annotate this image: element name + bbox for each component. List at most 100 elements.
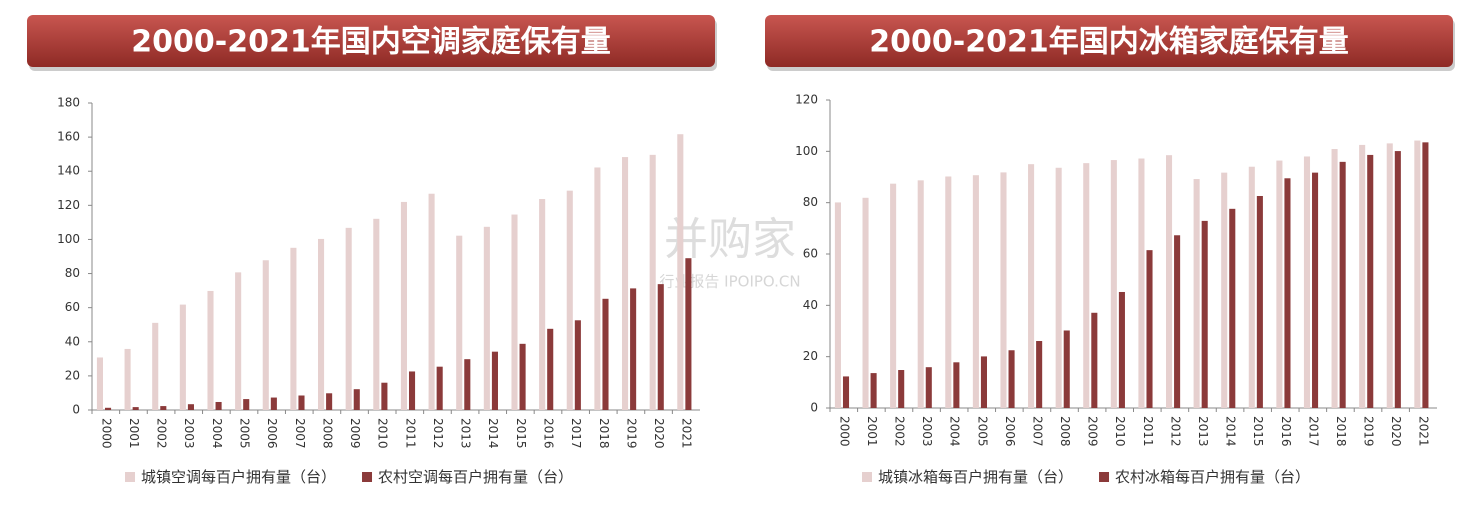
x-tick-label: 2019: [1362, 416, 1376, 447]
x-tick-label: 2021: [1417, 416, 1431, 447]
bar: [1256, 195, 1263, 408]
x-tick-label: 2014: [1224, 416, 1238, 447]
bar: [1221, 172, 1228, 408]
x-tick-label: 2002: [155, 418, 169, 449]
bar: [1083, 163, 1090, 408]
bar: [1339, 161, 1346, 408]
bar: [353, 389, 360, 410]
y-tick-label: 100: [795, 144, 818, 158]
x-tick-label: 2013: [1196, 416, 1210, 447]
bar: [290, 247, 297, 410]
x-tick-label: 2001: [865, 416, 879, 447]
bar: [215, 401, 222, 410]
bar: [298, 395, 305, 410]
x-tick-label: 2016: [542, 418, 556, 449]
bar: [1229, 208, 1236, 408]
bar: [1146, 250, 1153, 408]
x-tick-label: 2018: [1334, 416, 1348, 447]
x-tick-label: 2018: [597, 418, 611, 449]
chart-title: 2000-2021年国内冰箱家庭保有量: [869, 25, 1348, 60]
x-tick-label: 2007: [1030, 416, 1044, 447]
y-tick-label: 120: [57, 198, 80, 212]
legend-label: 城镇空调每百户拥有量（台）: [141, 468, 336, 486]
bar: [1118, 291, 1125, 408]
bar: [649, 154, 656, 410]
x-tick-label: 2000: [837, 416, 851, 447]
bar: [1000, 172, 1007, 408]
y-tick-label: 20: [65, 368, 80, 382]
bar: [980, 356, 987, 408]
bar: [917, 180, 924, 408]
legend-label: 农村冰箱每百户拥有量（台）: [1115, 468, 1310, 486]
x-tick-label: 2017: [569, 418, 583, 449]
x-tick-label: 2015: [1251, 416, 1265, 447]
bar: [243, 399, 250, 410]
legend-swatch: [362, 472, 373, 482]
bar: [1276, 160, 1283, 408]
bar: [594, 167, 601, 410]
bar: [657, 284, 664, 410]
y-tick-label: 120: [795, 93, 818, 107]
bar: [1063, 330, 1070, 408]
bar: [235, 272, 242, 410]
y-tick-label: 160: [57, 130, 80, 144]
bar: [1303, 156, 1311, 408]
x-tick-label: 2010: [1113, 416, 1127, 447]
bar: [574, 320, 581, 410]
y-tick-label: 0: [810, 401, 818, 415]
bar: [373, 218, 380, 410]
bar: [1028, 164, 1035, 408]
x-tick-label: 2019: [624, 418, 638, 449]
x-tick-label: 2009: [348, 418, 362, 449]
bar: [862, 197, 869, 408]
bar: [400, 201, 407, 410]
bar: [464, 359, 471, 410]
legend-label: 城镇冰箱每百户拥有量（台）: [878, 468, 1073, 486]
x-tick-label: 2002: [892, 416, 906, 447]
bar: [207, 290, 214, 410]
chart-title: 2000-2021年国内空调家庭保有量: [131, 25, 610, 60]
bar: [483, 226, 490, 410]
bar: [1036, 341, 1043, 408]
bar: [187, 404, 194, 410]
bar: [622, 157, 629, 410]
x-tick-label: 2021: [680, 418, 694, 449]
x-tick-label: 2001: [127, 418, 141, 449]
bar: [179, 304, 186, 410]
x-tick-label: 2006: [265, 418, 279, 449]
x-tick-label: 2011: [1141, 416, 1155, 447]
x-tick-label: 2012: [431, 418, 445, 449]
legend-label: 农村空调每百户拥有量（台）: [378, 468, 573, 486]
bar: [1165, 155, 1173, 408]
x-tick-label: 2017: [1306, 416, 1320, 447]
bar: [104, 407, 112, 410]
y-tick-label: 80: [803, 195, 818, 209]
bar: [539, 199, 546, 410]
y-tick-label: 80: [65, 266, 80, 280]
bar: [1193, 179, 1200, 408]
y-tick-label: 40: [65, 334, 80, 348]
x-tick-label: 2015: [514, 418, 528, 449]
bar: [428, 193, 435, 410]
x-tick-label: 2005: [975, 416, 989, 447]
bar: [519, 343, 526, 410]
x-tick-label: 2003: [182, 418, 196, 449]
x-tick-label: 2012: [1168, 416, 1182, 447]
x-tick-label: 2008: [1058, 416, 1072, 447]
y-tick-label: 180: [57, 96, 80, 110]
bar: [1138, 158, 1145, 408]
bar: [132, 407, 139, 410]
bar: [345, 227, 352, 410]
bar: [890, 183, 897, 408]
bar: [124, 348, 131, 410]
watermark-brand: 并购家: [664, 214, 796, 265]
bar: [1422, 142, 1429, 408]
x-tick-label: 2020: [1389, 416, 1403, 447]
watermark-caption: 行业报告 IPOIPO.CN: [659, 273, 800, 291]
bar: [1394, 151, 1401, 408]
bar: [1367, 154, 1374, 408]
bar: [262, 260, 269, 410]
title-banner: [765, 15, 1453, 67]
bar: [318, 238, 325, 410]
bar: [945, 176, 952, 408]
